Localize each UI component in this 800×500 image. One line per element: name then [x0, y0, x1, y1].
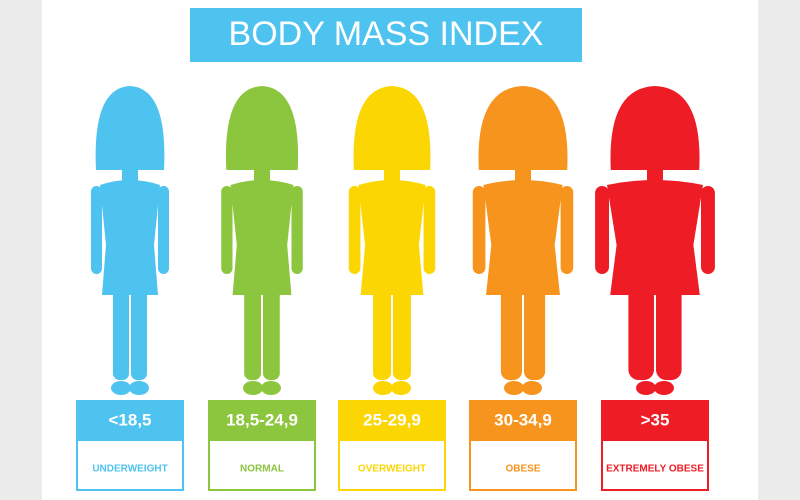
range-text: 25-29,9 [363, 410, 421, 429]
torso [483, 180, 563, 295]
foot-left [636, 381, 656, 395]
foot-right [522, 381, 542, 395]
range-box [469, 400, 577, 440]
hair [478, 86, 568, 170]
range-text: <18,5 [108, 410, 151, 429]
leg-right [656, 280, 682, 380]
title-box [190, 8, 582, 62]
arm-left [348, 186, 361, 274]
category-label: EXTREMELY OBESE [606, 464, 704, 475]
label-box [76, 439, 184, 491]
label-box [338, 439, 446, 491]
foot-left [111, 381, 131, 395]
foot-right [654, 381, 674, 395]
silhouette [348, 86, 436, 395]
range-text: 18,5-24,9 [226, 410, 298, 429]
leg-left [628, 280, 654, 380]
range-box [76, 400, 184, 440]
range-box [208, 400, 316, 440]
foot-left [504, 381, 524, 395]
leg-left [373, 280, 391, 380]
foot-right [391, 381, 411, 395]
arm-right [560, 186, 574, 274]
hair [225, 86, 299, 170]
leg-right [131, 280, 147, 380]
foot-right [129, 381, 149, 395]
right-margin [758, 0, 800, 500]
leg-left [113, 280, 129, 380]
foot-right [261, 381, 281, 395]
label-box [601, 439, 709, 491]
arm-left [91, 186, 102, 274]
leg-right [393, 280, 411, 380]
torso [607, 180, 703, 295]
leg-left [244, 280, 261, 380]
silhouette [221, 86, 303, 395]
torso [358, 180, 426, 295]
arm-right [701, 186, 715, 274]
silhouette [91, 86, 169, 395]
arm-right [158, 186, 169, 274]
arm-right [423, 186, 436, 274]
hair [353, 86, 431, 170]
arm-left [595, 186, 609, 274]
category-label: OBESE [505, 464, 540, 475]
arm-right [291, 186, 303, 274]
category-label: OVERWEIGHT [358, 464, 426, 475]
torso [100, 180, 160, 295]
silhouette [472, 86, 574, 395]
leg-left [500, 280, 522, 380]
left-margin [0, 0, 42, 500]
label-box [469, 439, 577, 491]
hair [95, 86, 165, 170]
arm-left [472, 186, 486, 274]
range-text: 30-34,9 [494, 410, 552, 429]
silhouette [595, 86, 715, 395]
label-box [208, 439, 316, 491]
range-box [601, 400, 709, 440]
arm-left [221, 186, 233, 274]
range-box [338, 400, 446, 440]
range-text: >35 [641, 410, 670, 429]
torso [230, 180, 294, 295]
foot-left [373, 381, 393, 395]
category-label: UNDERWEIGHT [92, 464, 167, 475]
hair [610, 86, 700, 170]
leg-right [524, 280, 546, 380]
title: BODY MASS INDEX [229, 15, 544, 53]
leg-right [263, 280, 280, 380]
foot-left [243, 381, 263, 395]
category-label: NORMAL [240, 464, 284, 475]
